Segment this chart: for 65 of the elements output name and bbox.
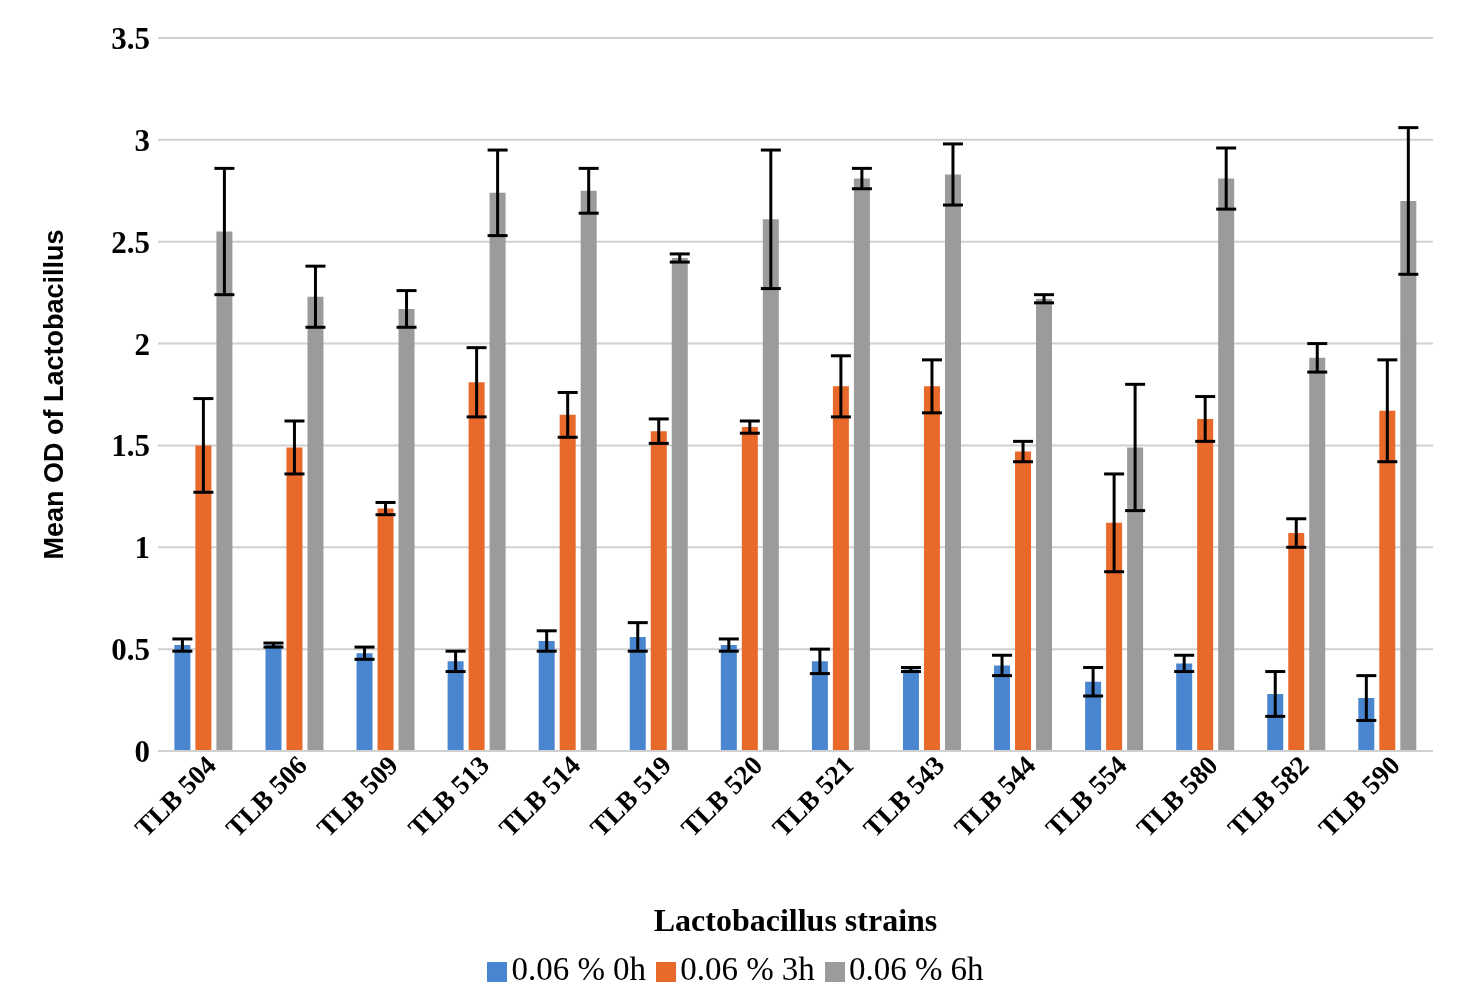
x-tick-label: TLB 543 [857, 750, 951, 843]
bar [671, 258, 688, 751]
y-tick-label: 2.5 [111, 224, 150, 260]
x-axis-title: Lactobacillus strains [653, 902, 938, 938]
x-tick-label: TLB 519 [584, 750, 678, 843]
y-tick-label: 0.5 [111, 632, 150, 668]
bar [629, 636, 646, 751]
bar [923, 386, 940, 751]
bar [377, 508, 394, 751]
bar [720, 645, 737, 751]
x-tick-label: TLB 521 [766, 750, 860, 843]
bar [216, 231, 233, 751]
bar [1309, 357, 1326, 751]
legend-label: 0.06 % 0h [511, 951, 647, 987]
x-tick-label: TLB 590 [1312, 750, 1406, 843]
bar [307, 296, 324, 751]
bar [468, 382, 485, 751]
bar [286, 447, 303, 751]
bar [538, 640, 555, 751]
bar [1176, 663, 1193, 751]
x-tick-label: TLB 580 [1130, 750, 1224, 843]
bar [1379, 410, 1396, 751]
x-tick-label: TLB 554 [1039, 750, 1133, 843]
y-tick-label: 1 [134, 530, 150, 566]
bar [832, 386, 849, 751]
bar [994, 665, 1011, 751]
bar [489, 192, 506, 751]
bar [174, 645, 191, 751]
legend-label: 0.06 % 6h [848, 951, 984, 987]
legend-label: 0.06 % 3h [680, 951, 815, 987]
x-tick-label: TLB 520 [675, 750, 769, 843]
y-tick-label: 3.5 [111, 21, 150, 57]
bar [1127, 447, 1144, 751]
bar [559, 414, 576, 751]
bar [1015, 451, 1032, 751]
bar [853, 178, 870, 751]
bar [1106, 522, 1123, 751]
bar [1400, 200, 1417, 751]
x-tick-label: TLB 514 [493, 750, 587, 843]
y-axis-title: Mean OD of Lactobacillus [38, 229, 69, 560]
bar [1197, 418, 1214, 751]
bar [741, 427, 758, 751]
bar [944, 174, 961, 751]
y-tick-label: 3 [134, 122, 150, 158]
bar [1036, 298, 1053, 751]
y-tick-label: 0 [134, 734, 150, 770]
bar [811, 661, 828, 751]
bar [195, 445, 212, 751]
bar [1288, 533, 1305, 751]
bar [1085, 681, 1102, 751]
bar [265, 645, 282, 751]
bar [398, 308, 415, 751]
bar [447, 661, 464, 751]
x-tick-label: TLB 544 [948, 750, 1042, 843]
x-tick-label: TLB 582 [1221, 750, 1315, 843]
x-tick-label: TLB 513 [402, 750, 495, 843]
bar [762, 219, 779, 751]
bar [650, 431, 667, 751]
y-tick-label: 1.5 [111, 428, 150, 464]
bar [1218, 178, 1235, 751]
bar [580, 190, 597, 751]
x-tick-label: TLB 509 [311, 750, 404, 843]
x-tick-label: TLB 506 [220, 750, 313, 843]
bar [356, 653, 373, 751]
y-tick-label: 2 [134, 326, 150, 362]
